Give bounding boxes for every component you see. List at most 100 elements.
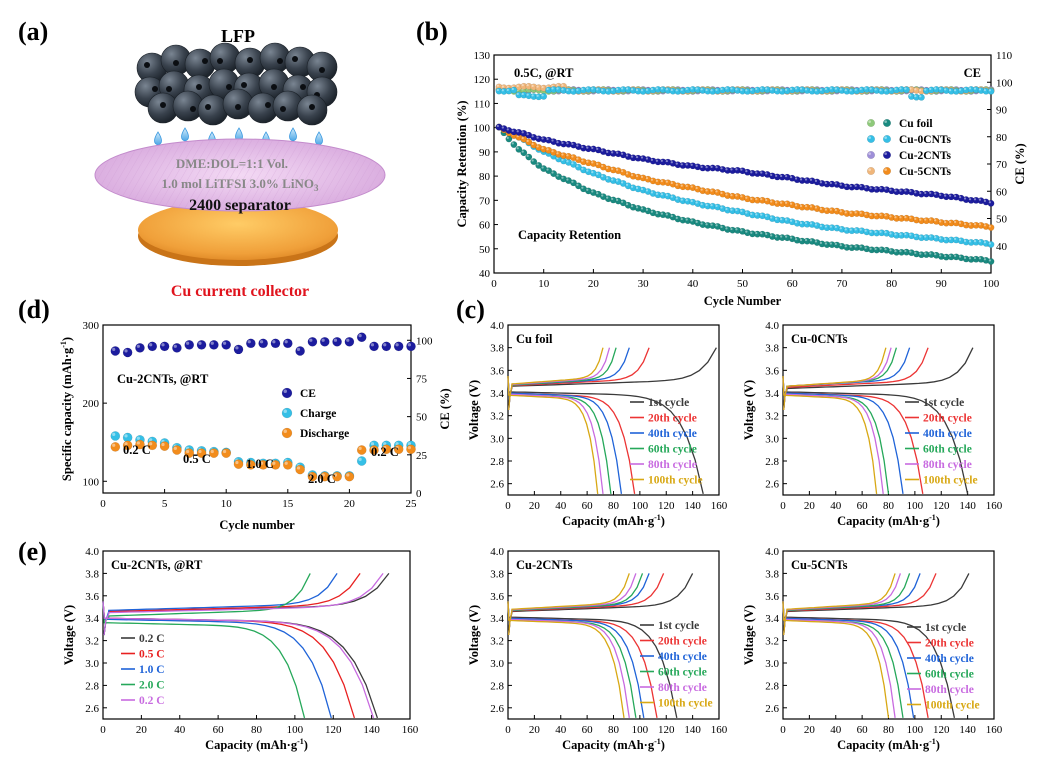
retention-point-highlight: [929, 252, 932, 255]
retention-point-highlight: [884, 214, 887, 217]
retention-point-highlight: [576, 164, 579, 168]
retention-point-highlight: [556, 141, 559, 144]
chart-d-y2-tick-label: 25: [416, 450, 428, 462]
retention-point-highlight: [715, 166, 718, 169]
retention-point-highlight: [670, 214, 673, 218]
retention-point-highlight: [794, 237, 798, 241]
ce-point: [540, 92, 548, 100]
ce-point-highlight: [799, 87, 803, 90]
panel-label-d: (d): [18, 295, 50, 324]
point-charge-highlight: [358, 457, 362, 461]
ce-point-highlight: [700, 88, 703, 91]
point-ce-highlight: [235, 346, 239, 350]
chart-e-legend: 0.2 C 0.5 C 1.0 C 2.0 C 0.2 C: [121, 633, 165, 707]
retention-point-highlight: [670, 181, 673, 185]
retention-point-highlight: [596, 192, 599, 195]
chart-c2-ylabel: Voltage (V): [742, 380, 756, 440]
retention-point-highlight: [789, 175, 793, 179]
chart-e-x-tick-label: 100: [287, 724, 304, 736]
retention-point: [570, 161, 577, 168]
retention-point-highlight: [705, 203, 708, 207]
retention-point-highlight: [765, 232, 768, 236]
retention-point-highlight: [939, 193, 942, 196]
point-discharge-highlight: [346, 473, 350, 477]
retention-point-highlight: [968, 240, 972, 243]
point-ce-highlight: [222, 341, 227, 345]
ce-point-highlight: [963, 87, 967, 90]
chart-b-legend: Cu foil Cu-0CNTs Cu-2CNTs Cu-5CNTs: [867, 118, 952, 178]
retention-point-highlight: [894, 216, 897, 219]
retention-point-highlight: [745, 211, 748, 214]
retention-point-highlight: [591, 170, 594, 174]
retention-point-highlight: [844, 245, 847, 248]
retention-point-highlight: [700, 203, 703, 206]
retention-point-highlight: [879, 230, 882, 233]
point-discharge-highlight: [259, 461, 264, 465]
chart-b-condition: 0.5C, @RT: [514, 66, 574, 80]
ce-point-highlight: [978, 88, 982, 91]
xlabel-text: Capacity (mAh·g: [562, 738, 655, 752]
retention-point-highlight: [645, 189, 649, 192]
discharge-curve: [782, 375, 904, 494]
retention-point-highlight: [586, 188, 589, 191]
retention-point-highlight: [983, 224, 987, 227]
retention-point-highlight: [963, 239, 967, 243]
retention-point-highlight: [655, 159, 659, 162]
ce-point-highlight: [864, 87, 867, 90]
ce-point-highlight: [784, 88, 788, 91]
chart-d-y-tick-label: 200: [83, 398, 100, 410]
chart-b-xlabel: Cycle Number: [704, 294, 782, 308]
retention-point-highlight: [839, 244, 842, 247]
retention-point-highlight: [819, 241, 823, 244]
chart-c1-y-tick-label: 3.2: [490, 411, 504, 423]
retention-point-highlight: [750, 231, 753, 234]
chart-c3-ylabel: Voltage (V): [467, 605, 481, 665]
retention-point-highlight: [611, 167, 614, 170]
chart-b-y2-tick-label: 40: [996, 241, 1008, 253]
chart-c2: 0 20 40 60 80 100 120 140 160 2.6 2.8 3.0 3.2 3.4 3.6 3…: [742, 320, 1003, 528]
ce-point-highlight: [730, 87, 733, 90]
retention-point-highlight: [735, 208, 738, 212]
retention-point-highlight: [640, 207, 644, 210]
retention-point-highlight: [586, 160, 589, 163]
retention-point-highlight: [973, 239, 977, 243]
legend-label: 40th cycle: [925, 653, 974, 665]
point-ce: [344, 336, 355, 347]
retention-point-highlight: [725, 227, 728, 230]
ce-point-highlight: [829, 87, 832, 90]
retention-point-highlight: [601, 194, 604, 197]
ce-point-highlight: [511, 87, 514, 91]
chart-e-y-tick-label: 3.8: [85, 568, 99, 580]
chart-c4-x-tick-label: 120: [933, 724, 950, 736]
chart-c1-x-tick-label: 20: [529, 500, 541, 512]
retention-point-highlight: [770, 200, 773, 203]
chart-c3-x-tick-label: 120: [658, 724, 675, 736]
legend-marker: [281, 427, 293, 439]
retention-point-highlight: [894, 250, 897, 253]
legend-marker-ce-highlight: [868, 168, 871, 171]
retention-point-highlight: [944, 237, 947, 241]
particle-pore: [205, 104, 211, 110]
point-charge-highlight: [124, 434, 128, 438]
point-discharge: [307, 471, 318, 482]
ce-point-highlight: [929, 87, 932, 90]
retention-point-highlight: [596, 147, 599, 150]
retention-point-highlight: [919, 218, 922, 221]
chart-b-x-tick-label: 30: [638, 278, 650, 290]
retention-point-highlight: [511, 142, 514, 145]
retention-point: [530, 158, 538, 165]
point-ce: [147, 341, 158, 352]
retention-point-highlight: [894, 233, 897, 236]
chart-c4-x-tick-label: 60: [857, 724, 869, 736]
discharge-curve: [782, 375, 884, 494]
legend-marker-ce: [867, 166, 876, 175]
chart-c1-x-tick-label: 0: [505, 500, 511, 512]
retention-point-highlight: [879, 247, 882, 250]
legend-label: 80th cycle: [648, 459, 697, 471]
chart-e-title: Cu-2CNTs, @RT: [111, 558, 203, 572]
retention-point-highlight: [576, 157, 579, 160]
point-ce-highlight: [383, 343, 387, 347]
retention-point-highlight: [914, 191, 917, 194]
chart-c1-y-tick-label: 3.4: [490, 388, 504, 400]
series-charge: [110, 431, 416, 481]
